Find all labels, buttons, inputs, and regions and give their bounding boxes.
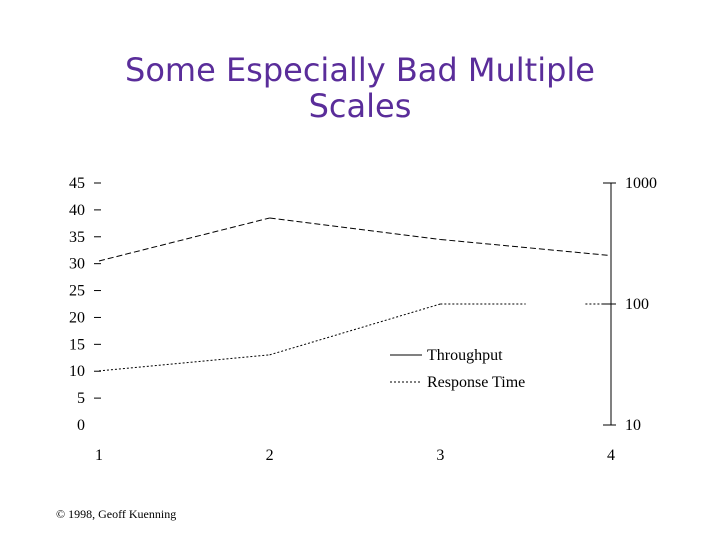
left-tick-label: 0 — [77, 417, 85, 434]
response-time-line-segment — [98, 354, 270, 372]
response-time-line-segment — [269, 303, 441, 356]
x-tick-label: 2 — [266, 447, 274, 464]
right-tick-label: 10 — [625, 417, 641, 434]
left-tick-label: 25 — [69, 283, 85, 300]
x-tick-label: 1 — [95, 447, 103, 464]
series-layer — [98, 217, 612, 372]
right-y-axis: 10 100 1000 — [603, 175, 657, 434]
left-tick-label: 5 — [77, 390, 85, 407]
left-y-axis: 0 5 10 15 20 25 30 35 40 45 — [69, 175, 101, 434]
legend: Throughput Response Time — [390, 347, 525, 391]
left-tick-label: 10 — [69, 363, 85, 380]
left-tick-label: 45 — [69, 175, 85, 192]
slide-title: Some Especially Bad Multiple Scales — [0, 52, 720, 124]
legend-label: Throughput — [427, 347, 503, 364]
x-tick-label: 3 — [436, 447, 444, 464]
throughput-line-segment — [269, 217, 441, 240]
legend-label: Response Time — [427, 374, 525, 391]
throughput-line-segment — [98, 217, 270, 262]
right-tick-label: 1000 — [625, 175, 657, 192]
title-line-1: Some Especially Bad Multiple — [125, 51, 595, 89]
right-tick-label: 100 — [625, 296, 649, 313]
throughput-line-segment — [440, 238, 612, 257]
left-tick-label: 15 — [69, 336, 85, 353]
left-tick-label: 30 — [69, 256, 85, 273]
left-tick-label: 40 — [69, 202, 85, 219]
left-tick-label: 35 — [69, 229, 85, 246]
x-axis: 1 2 3 4 — [95, 447, 615, 464]
title-line-2: Scales — [308, 87, 412, 125]
left-tick-label: 20 — [69, 309, 85, 326]
copyright-footer: © 1998, Geoff Kuenning — [56, 507, 177, 521]
x-tick-label: 4 — [607, 447, 615, 464]
